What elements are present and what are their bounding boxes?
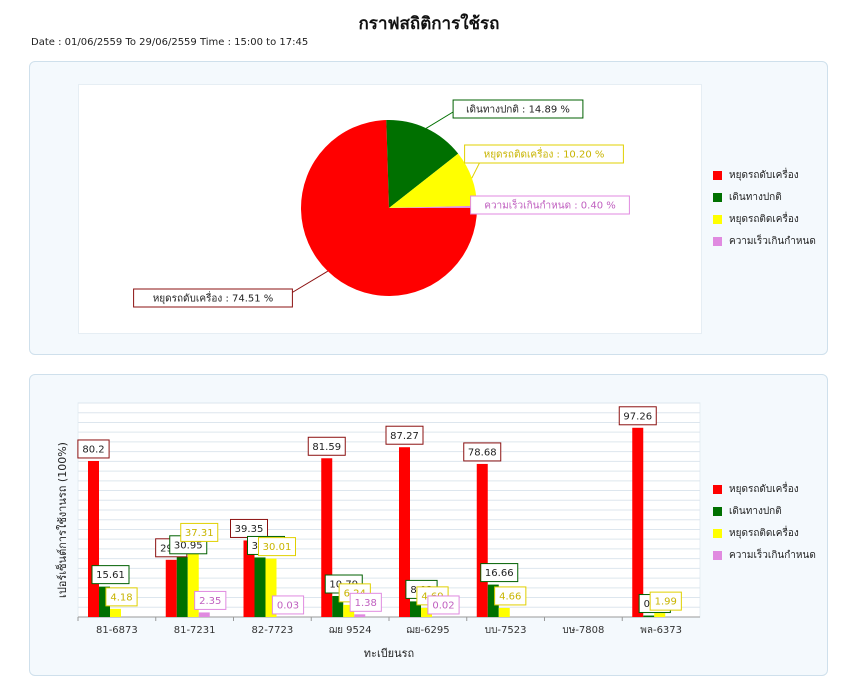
legend-label: หยุดรถดับเครื่อง — [729, 482, 799, 497]
bar-chart-panel: 81-6873 81-7231 82-7723 ฌย 9524 ฌย-6295 บบ-75… — [29, 374, 828, 676]
bar — [177, 557, 188, 617]
pie-callout-label: หยุดรถดับเครื่อง : 74.51 % — [134, 289, 293, 307]
bar — [110, 609, 121, 617]
legend-swatch — [713, 529, 722, 538]
pie-callout-label-text: หยุดรถติดเครื่อง : 10.20 % — [484, 147, 605, 161]
bar-data-label: 97.26 — [619, 407, 656, 425]
legend-swatch — [713, 193, 722, 202]
pie-callout-label-text: เดินทางปกติ : 14.89 % — [466, 105, 570, 116]
bar — [88, 461, 99, 617]
x-tick-label: ฌย-6295 — [406, 625, 449, 636]
legend-item: เดินทางปกติ — [713, 186, 816, 208]
bar-data-label: 81.59 — [308, 437, 345, 455]
bar — [166, 560, 177, 617]
bar-data-label-text: 81.59 — [312, 442, 341, 453]
pie-callout-label: เดินทางปกติ : 14.89 % — [453, 100, 583, 118]
legend-label: เดินทางปกติ — [729, 190, 782, 205]
legend-item: ความเร็วเกินกำหนด — [713, 544, 816, 566]
legend-swatch — [713, 237, 722, 246]
legend-item: หยุดรถติดเครื่อง — [713, 208, 816, 230]
bar-data-label: 0.03 — [272, 596, 303, 614]
bar-data-label-text: 97.26 — [623, 411, 652, 422]
legend-swatch — [713, 171, 722, 180]
page-title: กราฟสถิติการใช้รถ — [0, 10, 858, 37]
x-axis-title: ทะเบียนรถ — [364, 647, 414, 660]
bar-data-label: 15.61 — [92, 566, 129, 584]
legend-item: เดินทางปกติ — [713, 500, 816, 522]
date-range: Date : 01/06/2559 To 29/06/2559 Time : 1… — [31, 37, 308, 48]
bar-data-label-text: 87.27 — [390, 431, 419, 442]
bar-data-label-text: 2.35 — [199, 596, 221, 607]
x-tick-label: บบ-7523 — [485, 625, 527, 636]
bar-data-label: 16.66 — [481, 564, 518, 582]
legend-label: หยุดรถติดเครื่อง — [729, 212, 799, 227]
bar-data-label-text: 4.66 — [499, 592, 521, 603]
bar-data-label: 39.35 — [231, 519, 268, 537]
bar-data-label-text: 4.18 — [110, 592, 132, 603]
x-tick-label: 82-7723 — [251, 625, 293, 636]
pie-callout-label-text: ความเร็วเกินกำหนด : 0.40 % — [484, 198, 616, 212]
bar-data-label: 2.35 — [195, 591, 226, 609]
bar — [654, 613, 665, 617]
bar-data-label-text: 39.35 — [235, 524, 264, 535]
bar-data-label: 78.68 — [464, 443, 501, 461]
x-tick-label: ฌย 9524 — [329, 625, 372, 636]
bar-data-label: 1.38 — [350, 593, 381, 611]
x-tick-label: 81-6873 — [96, 625, 138, 636]
legend-item: ความเร็วเกินกำหนด — [713, 230, 816, 252]
bar — [499, 608, 510, 617]
x-tick-label: บษ-7808 — [562, 625, 604, 636]
bar-data-label-text: 16.66 — [485, 568, 514, 579]
pie-chart: หยุดรถดับเครื่อง : 74.51 % เดินทางปกติ : … — [30, 62, 827, 354]
bar-data-label: 4.18 — [106, 588, 137, 606]
bar-data-label: 80.2 — [78, 440, 109, 458]
pie-legend: หยุดรถดับเครื่อง เดินทางปกติ หยุดรถติดเค… — [713, 164, 816, 252]
pie-callout-label: หยุดรถติดเครื่อง : 10.20 % — [465, 145, 624, 163]
bar-legend: หยุดรถดับเครื่อง เดินทางปกติ หยุดรถติดเค… — [713, 478, 816, 566]
legend-label: หยุดรถติดเครื่อง — [729, 526, 799, 541]
x-tick-label: พล-6373 — [640, 625, 682, 636]
pie-callout-label-text: หยุดรถดับเครื่อง : 74.51 % — [153, 291, 274, 305]
bar-data-label-text: 78.68 — [468, 448, 497, 459]
bar-data-label: 1.99 — [650, 592, 681, 610]
legend-swatch — [713, 551, 722, 560]
legend-label: ความเร็วเกินกำหนด — [729, 234, 816, 249]
bar-data-label: 30.01 — [259, 538, 296, 556]
pie-callout-label: ความเร็วเกินกำหนด : 0.40 % — [471, 196, 630, 214]
bar-data-label-text: 30.95 — [174, 540, 203, 551]
legend-label: เดินทางปกติ — [729, 504, 782, 519]
legend-label: ความเร็วเกินกำหนด — [729, 548, 816, 563]
bar — [199, 612, 210, 617]
legend-item: หยุดรถดับเครื่อง — [713, 164, 816, 186]
bar-data-label: 87.27 — [386, 426, 423, 444]
bar-data-label-text: 1.38 — [355, 598, 377, 609]
bar-chart: 81-6873 81-7231 82-7723 ฌย 9524 ฌย-6295 บบ-75… — [30, 375, 827, 675]
y-axis-title: เปอร์เซ็นต์การใช้งานรถ (100%) — [55, 442, 69, 598]
bar — [477, 464, 488, 617]
bar — [643, 616, 654, 617]
legend-swatch — [713, 485, 722, 494]
bar-data-label-text: 37.31 — [185, 528, 214, 539]
bar — [632, 428, 643, 617]
bar-data-label-text: 0.02 — [432, 601, 454, 612]
bar — [255, 557, 266, 617]
bar-data-label-text: 0.03 — [277, 601, 299, 612]
bar-data-label: 37.31 — [181, 523, 218, 541]
bar-data-label: 0.02 — [428, 596, 459, 614]
bar-data-label: 4.66 — [495, 587, 526, 605]
bar-data-label-text: 80.2 — [82, 445, 104, 456]
legend-item: หยุดรถติดเครื่อง — [713, 522, 816, 544]
legend-swatch — [713, 507, 722, 516]
bar-data-label-text: 30.01 — [263, 542, 292, 553]
bar — [354, 614, 365, 617]
pie-chart-panel: หยุดรถดับเครื่อง : 74.51 % เดินทางปกติ : … — [29, 61, 828, 355]
bar-data-label-text: 1.99 — [655, 597, 677, 608]
x-tick-label: 81-7231 — [174, 625, 216, 636]
legend-swatch — [713, 215, 722, 224]
legend-item: หยุดรถดับเครื่อง — [713, 478, 816, 500]
bar-data-label-text: 15.61 — [96, 570, 125, 581]
legend-label: หยุดรถดับเครื่อง — [729, 168, 799, 183]
